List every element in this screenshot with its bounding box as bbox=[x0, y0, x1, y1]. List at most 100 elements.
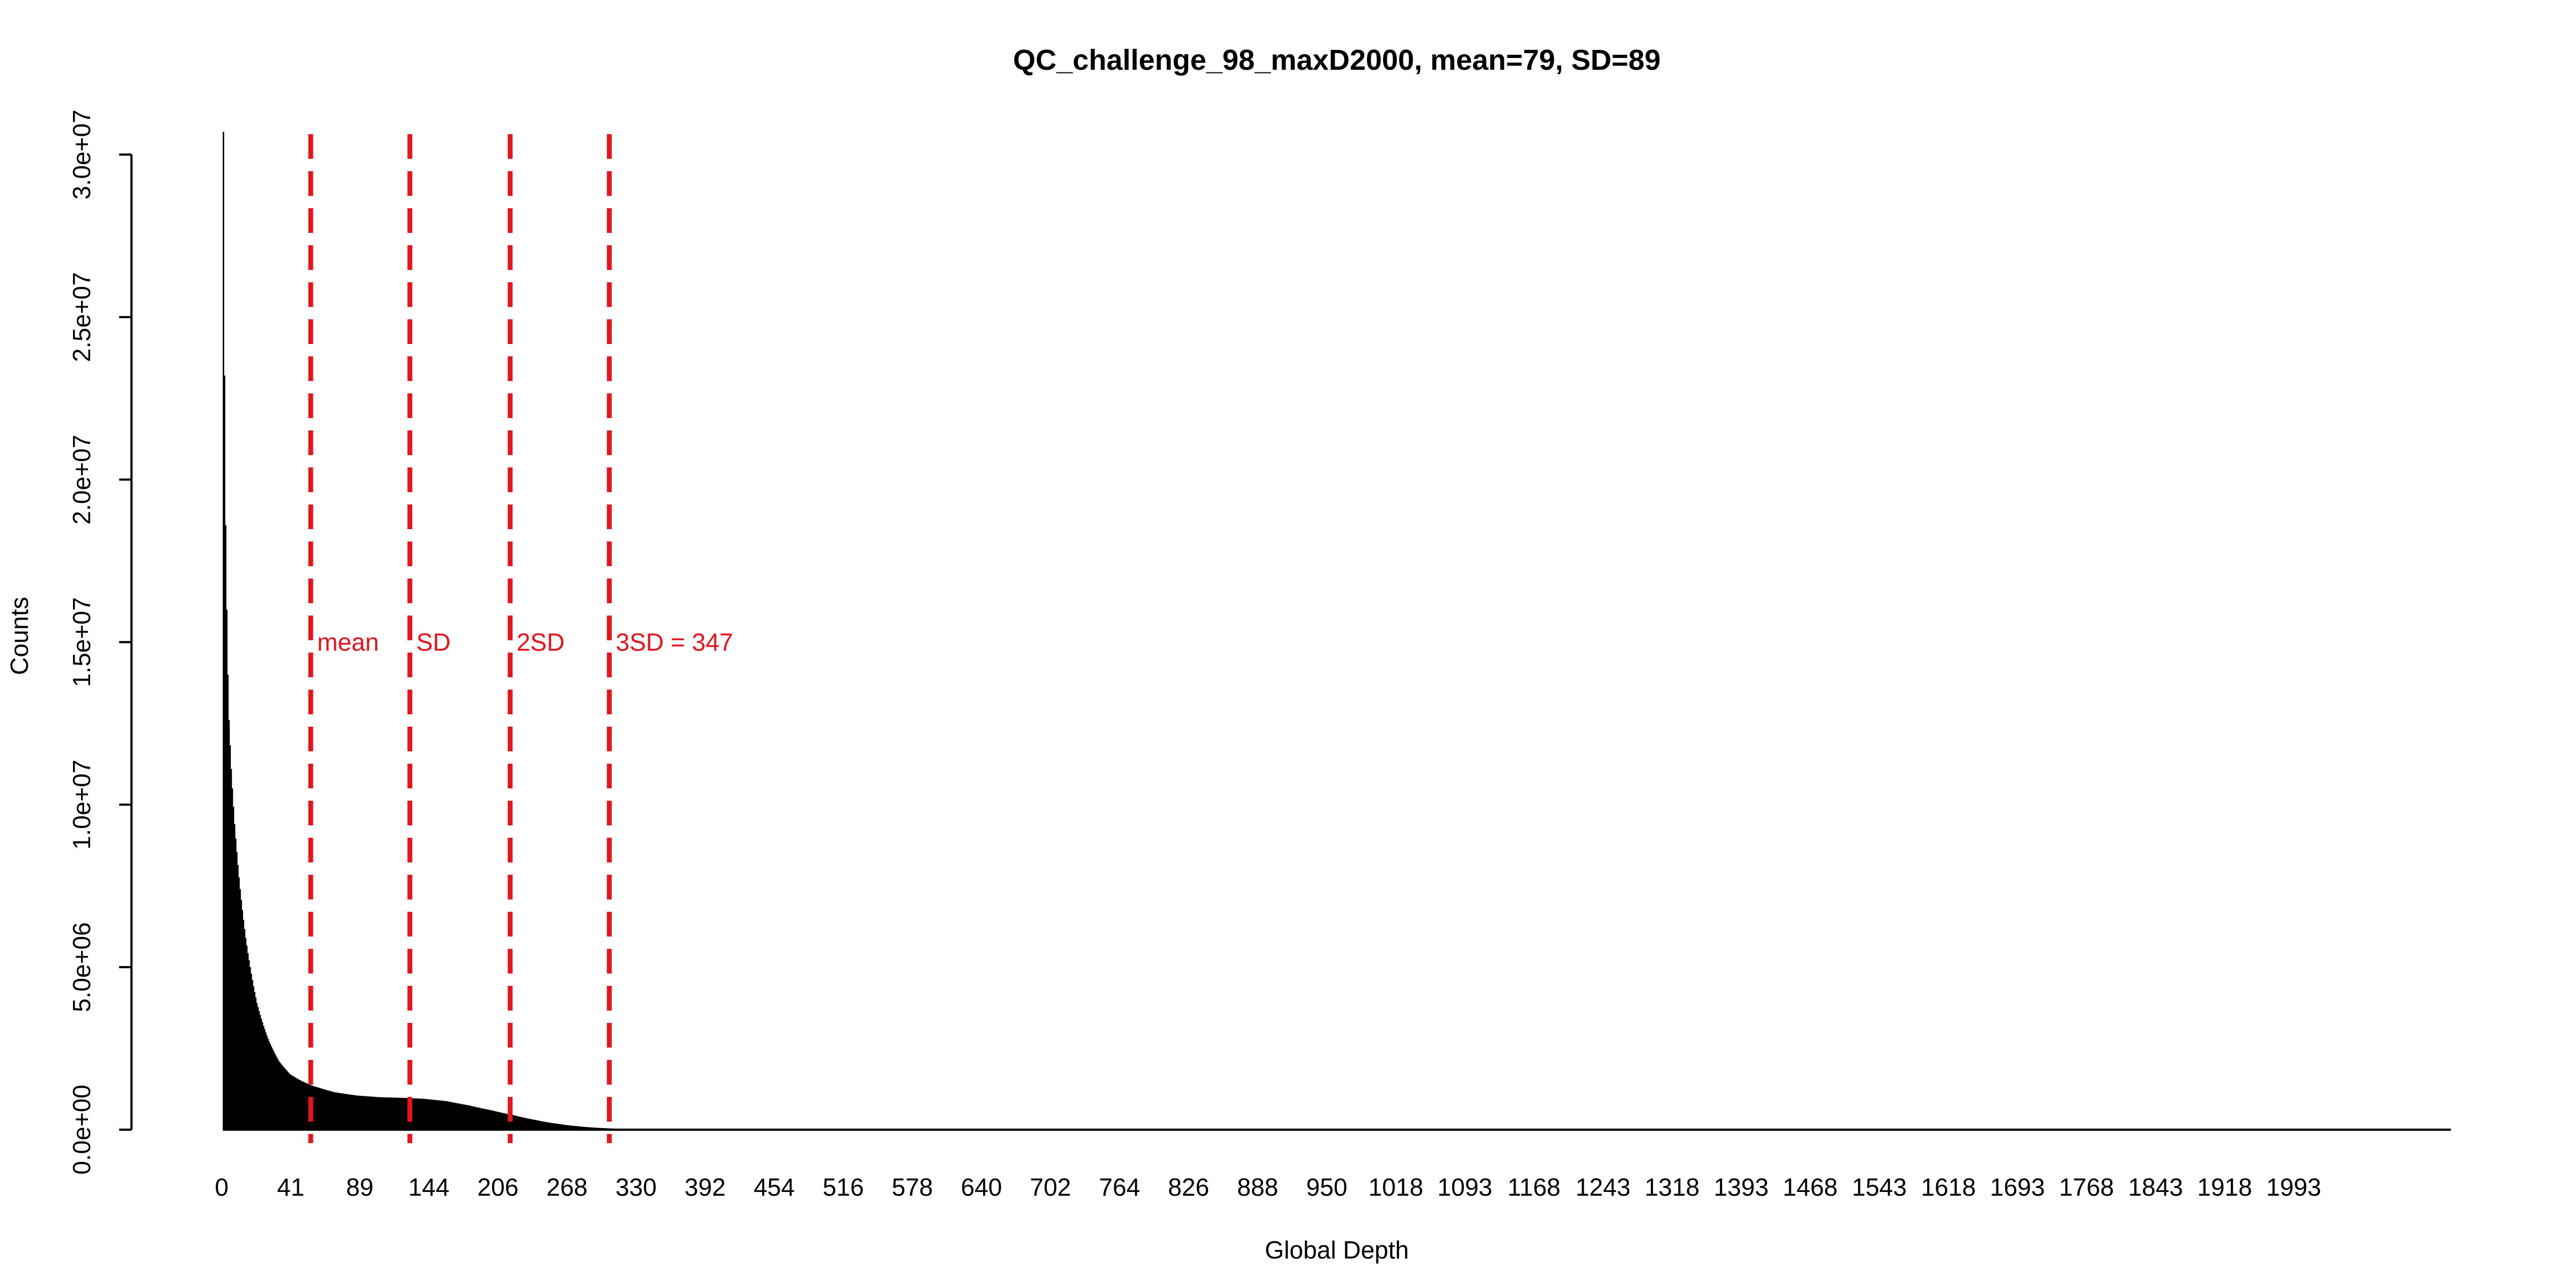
histogram-bar bbox=[290, 1075, 292, 1130]
reference-labels: mean SD 2SD 3SD = 347 bbox=[317, 628, 733, 656]
histogram-bar bbox=[336, 1092, 338, 1130]
histogram-bar bbox=[445, 1101, 447, 1130]
histogram-bar bbox=[284, 1068, 286, 1130]
histogram-bar bbox=[250, 974, 252, 1130]
histogram-bar bbox=[414, 1098, 416, 1130]
histogram-bar bbox=[494, 1111, 496, 1130]
histogram-bar bbox=[379, 1097, 382, 1130]
histogram-bar bbox=[360, 1095, 362, 1130]
histogram-bar bbox=[380, 1097, 383, 1130]
x-tick-label: 826 bbox=[1168, 1173, 1209, 1201]
histogram-bar bbox=[316, 1087, 318, 1130]
x-tick-label: 516 bbox=[823, 1173, 864, 1201]
histogram-bar bbox=[477, 1107, 479, 1130]
histogram-bar bbox=[402, 1097, 404, 1130]
histogram-bar bbox=[291, 1075, 294, 1130]
histogram-bar bbox=[543, 1122, 545, 1130]
histogram-bar bbox=[567, 1125, 569, 1130]
histogram-bar bbox=[258, 1011, 260, 1130]
histogram-bar bbox=[335, 1092, 337, 1130]
histogram-bar bbox=[352, 1095, 354, 1130]
histogram-bar bbox=[289, 1074, 291, 1130]
histogram-bar bbox=[552, 1123, 554, 1130]
histogram-bar bbox=[384, 1097, 386, 1130]
histogram-bar bbox=[463, 1104, 465, 1130]
x-tick-label: 1468 bbox=[1783, 1173, 1838, 1201]
histogram-bar bbox=[499, 1112, 501, 1130]
histogram-bar bbox=[421, 1099, 423, 1130]
histogram-bar bbox=[511, 1115, 513, 1130]
histogram-bar bbox=[350, 1094, 353, 1130]
x-tick-label: 1093 bbox=[1437, 1173, 1492, 1201]
histogram-bar bbox=[438, 1100, 441, 1130]
histogram-bar bbox=[501, 1113, 503, 1130]
x-tick-label: 1168 bbox=[1507, 1173, 1561, 1201]
histogram-bar bbox=[254, 992, 255, 1130]
histogram-bar bbox=[372, 1096, 374, 1130]
histogram-bar bbox=[239, 889, 241, 1130]
histogram-bar bbox=[467, 1105, 470, 1130]
histogram-bar bbox=[257, 1007, 259, 1130]
histogram-bar bbox=[520, 1117, 522, 1130]
histogram-bar bbox=[532, 1119, 534, 1130]
histogram-bar bbox=[243, 919, 245, 1130]
x-tick-label: 888 bbox=[1237, 1173, 1278, 1201]
histogram-bar bbox=[264, 1029, 266, 1130]
y-tick-label: 0.0e+00 bbox=[68, 1085, 96, 1175]
histogram-bar bbox=[248, 960, 250, 1130]
y-tick-label: 1.5e+07 bbox=[68, 597, 96, 687]
histogram-bar bbox=[357, 1095, 359, 1130]
histogram-bar bbox=[528, 1118, 530, 1130]
histogram-bar bbox=[525, 1118, 528, 1130]
histogram-bar bbox=[536, 1120, 538, 1130]
histogram-bar bbox=[374, 1096, 376, 1130]
histogram-bar bbox=[500, 1113, 502, 1130]
histogram-bar bbox=[318, 1088, 320, 1130]
histogram-bar bbox=[473, 1107, 475, 1130]
histogram-bar bbox=[435, 1100, 437, 1130]
histogram-bar bbox=[504, 1113, 506, 1130]
histogram-bar bbox=[375, 1096, 377, 1130]
histogram-bar bbox=[280, 1064, 282, 1130]
histogram-bar bbox=[475, 1107, 477, 1130]
histogram-bar bbox=[583, 1126, 586, 1130]
histogram-bar bbox=[554, 1123, 557, 1130]
histogram-bar bbox=[541, 1121, 543, 1130]
histogram-bar bbox=[533, 1119, 535, 1130]
histogram-bar bbox=[577, 1126, 579, 1130]
histogram-bar bbox=[295, 1078, 297, 1130]
histogram-bar bbox=[461, 1104, 463, 1130]
plot-area: mean SD 2SD 3SD = 347 bbox=[223, 131, 2451, 1143]
histogram-bar bbox=[427, 1099, 429, 1130]
histogram-bar bbox=[323, 1089, 325, 1130]
histogram-bar bbox=[342, 1093, 343, 1130]
histogram-bar bbox=[452, 1102, 454, 1130]
histogram-bar bbox=[426, 1099, 428, 1130]
reference-lines bbox=[308, 134, 612, 1143]
histogram-bar bbox=[483, 1109, 485, 1130]
histogram-bar bbox=[471, 1106, 473, 1130]
histogram-bar bbox=[361, 1096, 363, 1130]
histogram-bar bbox=[454, 1103, 456, 1130]
histogram-bar bbox=[283, 1067, 284, 1130]
histogram-bar bbox=[559, 1124, 561, 1130]
x-tick-label: 702 bbox=[1030, 1173, 1071, 1201]
histogram-bar bbox=[570, 1125, 572, 1130]
reference-label: mean bbox=[317, 628, 379, 656]
x-axis: 0 41 89 144 206 268 330 392 454 516 578 640 702 764 82… bbox=[215, 1173, 2321, 1201]
histogram-bar bbox=[241, 910, 243, 1130]
histogram-bar bbox=[565, 1125, 567, 1130]
x-tick-label: 206 bbox=[477, 1173, 518, 1201]
histogram-bar bbox=[424, 1099, 426, 1130]
x-tick-label: 950 bbox=[1306, 1173, 1348, 1201]
histogram-bar bbox=[419, 1099, 421, 1130]
histogram-bar bbox=[236, 852, 238, 1130]
x-tick-label: 640 bbox=[961, 1173, 1002, 1201]
histogram-bar bbox=[325, 1089, 327, 1130]
histogram-bar bbox=[510, 1114, 512, 1130]
histogram-bar bbox=[420, 1099, 422, 1130]
histogram-bar bbox=[512, 1115, 514, 1130]
histogram-bar bbox=[517, 1116, 518, 1130]
histogram-bar bbox=[443, 1101, 445, 1130]
histogram-bar bbox=[550, 1123, 552, 1130]
